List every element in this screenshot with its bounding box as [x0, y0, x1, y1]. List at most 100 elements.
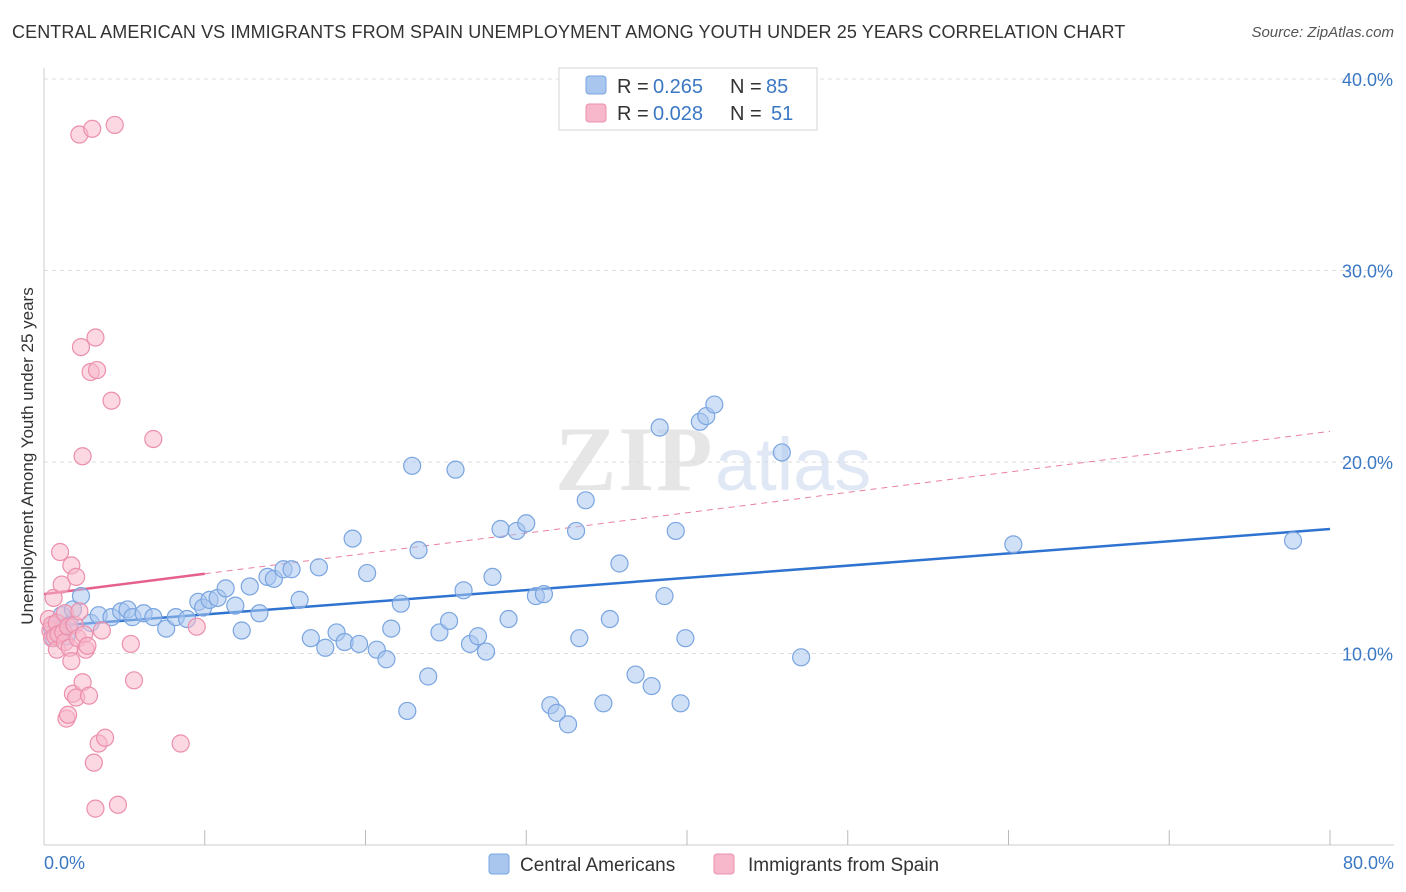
watermark-atlas: atlas [715, 423, 871, 506]
x-tick-label-min: 0.0% [44, 853, 85, 873]
central-americans-point-72 [600, 609, 619, 629]
legend-swatch-pink [585, 103, 607, 123]
correlation-legend: R = 0.265 N = 85 R = 0.028 N = 51 [558, 67, 818, 131]
bottom-legend-label-central-americans: Central Americans [520, 855, 675, 876]
central-americans-point-26 [226, 596, 245, 615]
central-americans-point-36 [309, 558, 328, 577]
central-americans-point-75 [642, 676, 661, 696]
trend-line-spain-solid [43, 572, 205, 596]
spain-point-25 [70, 602, 89, 621]
spain-point-32 [78, 636, 97, 655]
legend-r-label-2: R = [617, 103, 649, 125]
spain-point-36 [84, 753, 103, 772]
central-americans-point-60 [499, 609, 518, 629]
central-americans-point-49 [409, 540, 428, 560]
central-americans-point-47 [398, 701, 417, 721]
series-immigrants-from-spain [39, 115, 206, 818]
series-legend: Central Americans Immigrants from Spain [488, 853, 939, 876]
spain-point-47 [124, 671, 144, 690]
central-americans-point-33 [282, 560, 301, 579]
spain-point-49 [171, 734, 190, 753]
legend-r-value-1: 0.265 [653, 76, 703, 98]
central-americans-point-53 [446, 460, 465, 479]
central-americans-point-41 [349, 634, 369, 654]
bottom-legend-swatch-blue [488, 853, 510, 875]
central-americans-point-76 [650, 418, 669, 437]
spain-point-4 [44, 588, 63, 608]
central-americans-point-58 [483, 567, 502, 587]
central-americans-point-34 [290, 590, 309, 609]
central-americans-point-37 [316, 638, 335, 657]
central-americans-point-17 [144, 608, 163, 627]
central-americans-point-80 [676, 629, 695, 648]
central-americans-point-59 [491, 519, 510, 539]
spain-point-28 [73, 447, 92, 466]
central-americans-point-27 [232, 621, 251, 640]
spain-point-39 [87, 360, 107, 380]
central-americans-point-85 [792, 648, 811, 667]
y-axis-label: Unemployment Among Youth under 25 years [18, 287, 37, 624]
spain-point-43 [102, 391, 121, 410]
spain-point-18 [62, 652, 81, 671]
legend-n-label-1: N = [730, 76, 762, 98]
chart-title: CENTRAL AMERICAN VS IMMIGRANTS FROM SPAI… [12, 22, 1126, 42]
y-tick-label-10: 10.0% [1342, 645, 1393, 665]
grid [44, 78, 1394, 654]
central-americans-point-45 [382, 619, 401, 638]
y-tick-labels: 10.0% 20.0% 30.0% 40.0% [1342, 70, 1393, 665]
central-americans-point-48 [403, 456, 422, 475]
spain-point-33 [79, 686, 99, 705]
central-americans-point-69 [570, 629, 589, 648]
central-americans-point-50 [419, 667, 438, 686]
x-tick-label-max: 80.0% [1343, 853, 1394, 873]
legend-swatch-blue [585, 75, 607, 95]
central-americans-point-40 [343, 529, 362, 548]
legend-r-label-1: R = [617, 76, 649, 98]
spain-point-45 [108, 795, 128, 814]
spain-point-38 [86, 328, 105, 347]
central-americans-point-87 [1283, 531, 1303, 550]
y-tick-label-30: 30.0% [1342, 262, 1393, 282]
bottom-legend-label-immigrants-from-spain: Immigrants from Spain [748, 855, 939, 876]
spain-point-35 [83, 119, 102, 138]
central-americans-point-44 [377, 650, 396, 669]
central-americans-point-25 [216, 579, 235, 598]
central-americans-point-29 [250, 604, 269, 623]
spain-point-42 [95, 728, 115, 747]
spain-point-46 [121, 634, 140, 654]
central-americans-point-74 [626, 665, 645, 684]
trend-line-spain-dashed [204, 430, 1331, 575]
central-americans-point-77 [655, 586, 674, 606]
central-americans-point-66 [547, 703, 566, 722]
central-americans-point-71 [594, 694, 613, 713]
central-americans-point-28 [240, 577, 259, 596]
central-americans-point-78 [666, 521, 685, 541]
central-americans-point-42 [358, 563, 377, 583]
central-americans-point-54 [454, 581, 473, 600]
central-americans-point-67 [558, 715, 578, 734]
central-americans-point-86 [1004, 535, 1023, 554]
spain-point-50 [187, 617, 206, 636]
central-americans-point-73 [610, 554, 629, 573]
central-americans-point-79 [671, 694, 690, 713]
central-americans-point-9 [71, 586, 91, 606]
spain-point-41 [92, 621, 111, 640]
spain-point-27 [71, 338, 91, 357]
central-americans-point-46 [391, 594, 410, 613]
spain-point-10 [52, 575, 71, 594]
central-americans-point-56 [468, 627, 488, 646]
central-americans-point-64 [534, 585, 554, 604]
central-americans-point-35 [301, 629, 320, 648]
legend-r-value-2: 0.028 [653, 103, 703, 125]
y-tick-label-20: 20.0% [1342, 453, 1393, 473]
spain-point-9 [50, 542, 70, 562]
source-label: Source: ZipAtlas.com [1251, 24, 1394, 41]
spain-point-15 [59, 705, 78, 724]
central-americans-point-83 [705, 395, 724, 414]
central-americans-point-57 [476, 642, 496, 661]
central-americans-point-70 [576, 491, 595, 510]
spain-point-48 [144, 429, 163, 449]
bottom-legend-swatch-pink [713, 853, 735, 875]
central-americans-point-52 [439, 611, 459, 631]
